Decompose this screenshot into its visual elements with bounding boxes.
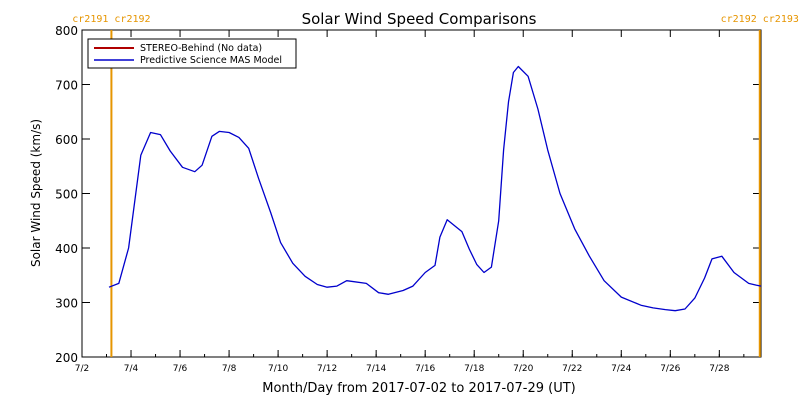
- x-tick-label: 7/16: [415, 364, 435, 374]
- x-tick-label: 7/12: [317, 364, 337, 374]
- x-tick-label: 7/2: [75, 364, 89, 374]
- y-tick-label: 400: [55, 242, 78, 256]
- legend: STEREO-Behind (No data) Predictive Scien…: [87, 38, 297, 69]
- x-tick-label: 7/26: [660, 364, 680, 374]
- plot-frame: [81, 29, 762, 358]
- x-tick-label: 7/28: [709, 364, 729, 374]
- x-tick-label: 7/14: [366, 364, 386, 374]
- rotation-markers: cr2191 cr2192 cr2192 cr2193: [72, 14, 799, 357]
- x-tick-label: 7/18: [464, 364, 484, 374]
- x-tick-label: 7/10: [268, 364, 288, 374]
- y-tick-label: 300: [55, 297, 78, 311]
- legend-label-stereo: STEREO-Behind (No data): [140, 43, 262, 54]
- axes: 200 300 400 500 600 700 800 7/2 7/4 7/6 7/8 7/10 7/1…: [55, 24, 761, 374]
- y-axis-label: Solar Wind Speed (km/s): [29, 119, 43, 267]
- series-lines: [108, 65, 762, 312]
- y-tick-label: 800: [55, 24, 78, 38]
- y-tick-label: 700: [55, 79, 78, 93]
- x-tick-label: 7/4: [124, 364, 139, 374]
- x-tick-label: 7/6: [173, 364, 188, 374]
- legend-box: [87, 38, 297, 69]
- x-tick-label: 7/8: [222, 364, 237, 374]
- x-tick-label: 7/20: [513, 364, 533, 374]
- x-tick-label: 7/24: [611, 364, 631, 374]
- y-tick-label: 500: [55, 188, 78, 202]
- x-axis-label: Month/Day from 2017-07-02 to 2017-07-29 …: [262, 381, 575, 396]
- rotation-marker-label: cr2191 cr2192: [72, 14, 150, 25]
- rotation-marker-label: cr2192 cr2193: [721, 14, 799, 25]
- series-line-model: [108, 65, 762, 312]
- x-tick-label: 7/22: [562, 364, 582, 374]
- legend-label-model: Predictive Science MAS Model: [140, 55, 282, 66]
- y-tick-label: 600: [55, 133, 78, 147]
- chart-title: Solar Wind Speed Comparisons: [302, 10, 537, 28]
- y-tick-label: 200: [55, 351, 78, 365]
